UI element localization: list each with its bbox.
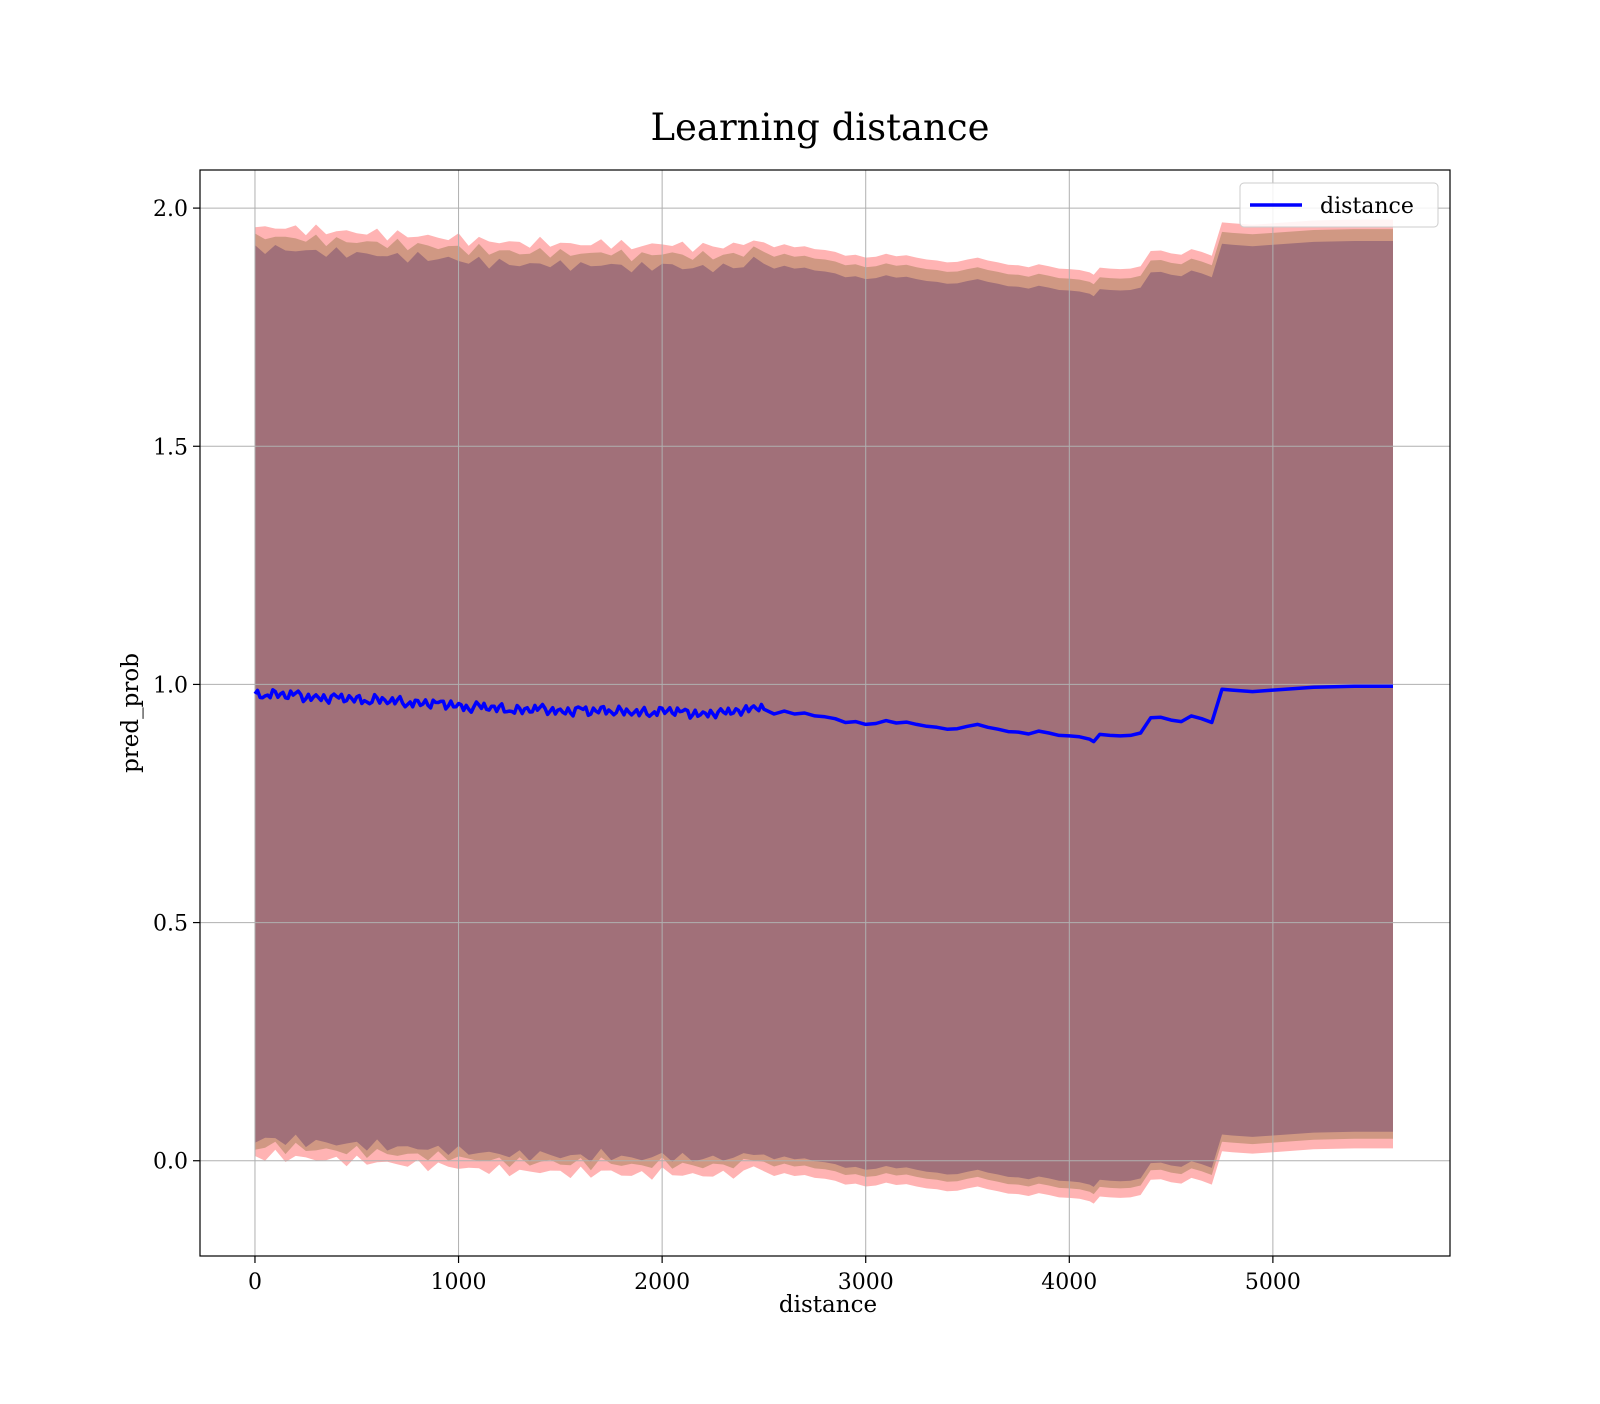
x-axis-label: distance [779, 1292, 877, 1318]
y-tick-label-4: 2.0 [153, 197, 188, 222]
band-inner [255, 241, 1393, 1187]
confidence-bands [255, 219, 1393, 1204]
legend: distance [1239, 182, 1439, 228]
y-tick-label-2: 1.0 [153, 673, 188, 698]
legend-label-distance: distance [1320, 194, 1414, 219]
y-tick-label-0: 0.0 [153, 1150, 188, 1175]
y-tick-label-1: 0.5 [153, 912, 188, 937]
legend-box [1239, 182, 1439, 228]
chart-title: Learning distance [650, 106, 989, 149]
axis-ticks: 0 1000 2000 3000 4000 5000 0.0 0.5 1.0 1.5 2.0 [153, 197, 1301, 1295]
series-line-distance [253, 684, 1393, 744]
y-tick-label-3: 1.5 [153, 435, 188, 460]
x-tick-label-5: 5000 [1245, 1270, 1301, 1295]
plot-frame [199, 169, 1451, 1257]
series-lines [253, 684, 1393, 744]
x-tick-label-0: 0 [248, 1270, 262, 1295]
grid-lines [200, 170, 1450, 1256]
x-tick-label-1: 1000 [431, 1270, 487, 1295]
x-tick-label-4: 4000 [1041, 1270, 1097, 1295]
x-tick-label-3: 3000 [838, 1270, 894, 1295]
y-axis-label: pred_prob [118, 653, 144, 773]
x-tick-label-2: 2000 [634, 1270, 690, 1295]
